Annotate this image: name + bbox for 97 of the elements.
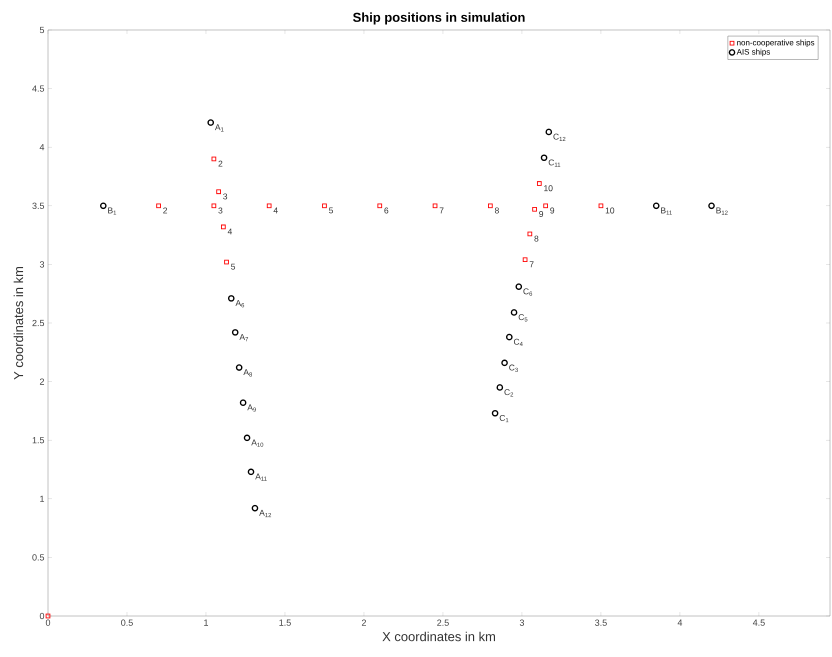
x-tick-label: 4 — [678, 620, 682, 626]
y-tick-label: 1.5 — [32, 437, 44, 444]
annotation: B$_{1}$ — [108, 207, 116, 215]
x-tick-label: 2 — [362, 620, 366, 626]
annotation: 9 — [539, 211, 544, 217]
annotation: 2 — [218, 160, 222, 167]
annotation: C$_{2}$ — [504, 389, 514, 396]
point — [652, 202, 660, 210]
y-tick-label: 5 — [40, 26, 44, 34]
x-tick-label: 2.5 — [437, 620, 449, 626]
annotation: C$_{1}$ — [500, 414, 508, 422]
point — [236, 364, 242, 371]
x-tick-label: 4.5 — [752, 620, 765, 626]
point — [501, 360, 508, 366]
y-tick-label: 3.5 — [32, 202, 44, 209]
point — [522, 257, 528, 262]
annotation: 2 — [163, 208, 168, 214]
point — [432, 203, 438, 208]
annotation: A$_{1}$ — [214, 124, 224, 132]
annotation: 3 — [218, 208, 222, 214]
annotation: 6 — [384, 208, 388, 214]
point — [708, 202, 715, 210]
annotation: A$_{6}$ — [235, 300, 244, 308]
annotation: 8 — [494, 208, 499, 214]
point — [527, 232, 532, 236]
point — [252, 504, 258, 512]
point — [322, 203, 327, 208]
annotation: C$_{3}$ — [509, 364, 518, 372]
point — [510, 309, 518, 316]
annotation: 5 — [231, 264, 236, 270]
point — [543, 203, 548, 208]
annotation: A$_{10}$ — [251, 440, 264, 447]
x-tick-label: 3.5 — [595, 620, 607, 626]
annotation: 5 — [329, 207, 334, 214]
point — [228, 295, 235, 302]
point — [536, 181, 542, 186]
point — [240, 399, 246, 406]
annotation: A$_{8}$ — [243, 369, 252, 377]
point — [546, 128, 552, 136]
point — [46, 614, 50, 618]
point — [232, 329, 239, 336]
point — [248, 468, 254, 476]
annotation: A$_{12}$ — [259, 510, 272, 518]
y-tick-label: 4.5 — [32, 85, 44, 92]
point — [216, 189, 221, 194]
point — [540, 154, 548, 162]
point — [492, 410, 498, 417]
annotation: A$_{7}$ — [239, 334, 248, 342]
x-axis-title: X coordinates in km — [382, 632, 495, 642]
point — [598, 203, 604, 208]
annotation: 9 — [550, 208, 554, 214]
annotation: B$_{11}$ — [661, 207, 672, 215]
point — [506, 334, 513, 340]
annotation: 7 — [440, 207, 444, 214]
point — [221, 224, 226, 230]
point — [207, 119, 214, 126]
point — [100, 202, 107, 210]
point — [377, 203, 382, 208]
annotation: 4 — [228, 228, 232, 234]
annotation: 10 — [606, 208, 614, 214]
x-tick-label: 3 — [520, 620, 524, 626]
x-tick-label: 0.5 — [121, 620, 133, 626]
x-tick-label: 1 — [204, 620, 208, 626]
x-tick-label: 0 — [46, 620, 50, 626]
point — [266, 203, 272, 208]
annotation: A$_{9}$ — [247, 404, 256, 412]
y-tick-label: 0 — [40, 612, 44, 620]
annotation: B$_{12}$ — [716, 207, 728, 215]
y-tick-label: 2 — [40, 378, 44, 385]
point — [496, 384, 504, 391]
y-tick-label: 2.5 — [32, 320, 44, 326]
y-axis-title: Y coordinates in km — [14, 267, 24, 380]
x-tick-label: 1.5 — [279, 620, 291, 626]
annotation: C$_{4}$ — [514, 338, 523, 346]
point — [244, 434, 250, 442]
annotation: 4 — [274, 207, 278, 214]
point — [224, 260, 229, 264]
y-tick-label: 1 — [40, 496, 44, 502]
point — [212, 203, 216, 208]
y-tick-label: 0.5 — [32, 554, 44, 561]
chart-title: Ship positions in simulation — [353, 12, 525, 24]
point — [515, 283, 522, 290]
annotation: 3 — [223, 193, 228, 200]
y-tick-label: 3 — [40, 261, 44, 268]
annotation: C$_{6}$ — [523, 288, 532, 296]
annotation: C$_{5}$ — [518, 314, 528, 322]
point — [212, 156, 216, 162]
annotation: C$_{12}$ — [553, 134, 566, 141]
point — [156, 203, 161, 208]
point — [488, 203, 493, 208]
annotation: 8 — [534, 236, 538, 242]
y-tick-label: 4 — [40, 144, 44, 150]
annotation: C$_{11}$ — [548, 159, 560, 167]
annotation: 7 — [530, 261, 534, 268]
point — [532, 206, 537, 212]
annotation: 10 — [544, 185, 553, 192]
annotation: A$_{11}$ — [255, 474, 267, 481]
